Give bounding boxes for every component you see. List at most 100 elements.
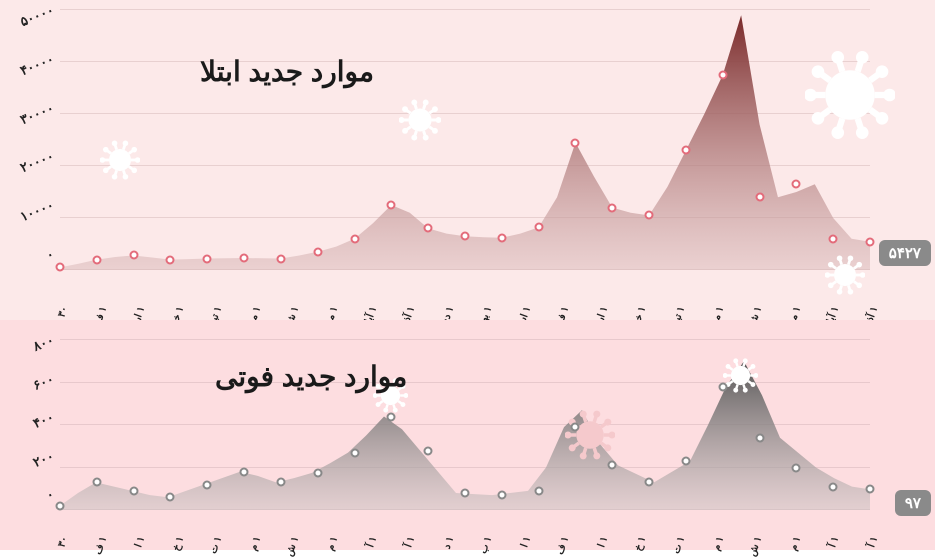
new-deaths-chart: موارد جدید فوتی ۰۲۰۰۴۰۰۶۰۰۸۰۰ ۳۰۱ ف۱ ا۱ … <box>0 320 935 550</box>
x-tick-label: ۱ آبان <box>369 305 379 309</box>
data-marker <box>350 448 359 457</box>
x-tick-label: ۱ اردیبهشت <box>600 305 610 309</box>
data-marker <box>718 382 727 391</box>
data-marker <box>424 446 433 455</box>
x-tick-label: ۱ م <box>253 535 263 539</box>
x-tick-label: ۳۰ <box>60 535 70 539</box>
y-tick-label: ۰ <box>9 246 57 278</box>
data-marker <box>792 180 801 189</box>
data-marker <box>645 211 654 220</box>
x-tick-label: ۱ ف <box>561 535 571 539</box>
x-tick-label: ۱ اردیبهشت <box>137 305 147 309</box>
data-marker <box>350 234 359 243</box>
x-tick-label: ۱ مرداد <box>253 305 263 309</box>
data-marker <box>755 193 764 202</box>
virus-icon <box>565 410 615 460</box>
data-marker <box>203 480 212 489</box>
x-tick-label: ۱ آ <box>369 535 379 539</box>
x-tick-label: ۱ مهر <box>793 305 803 309</box>
data-marker <box>866 485 875 494</box>
y-tick-label: ۴۰۰۰۰ <box>9 51 57 83</box>
data-marker <box>829 234 838 243</box>
x-tick-label: ۱ خ <box>176 535 186 539</box>
data-marker <box>129 486 138 495</box>
x-tick-label: ۱ ت <box>677 535 687 539</box>
plot-area-top <box>60 10 870 270</box>
data-marker <box>313 468 322 477</box>
data-marker <box>718 71 727 80</box>
y-tick-label: ۲۰۰۰۰ <box>9 149 57 181</box>
x-tick-label: ۱ اسفند <box>523 305 533 309</box>
y-tick-label: ۵۰۰۰۰ <box>9 2 57 34</box>
data-marker <box>92 255 101 264</box>
x-tick-label: ۱ تیر <box>214 305 224 309</box>
x-tick-label: ۱ ف <box>99 535 109 539</box>
data-marker <box>608 203 617 212</box>
data-marker <box>755 433 764 442</box>
data-marker <box>608 461 617 470</box>
virus-icon <box>100 140 140 180</box>
data-marker <box>645 478 654 487</box>
x-tick-label: ۱ ا <box>600 535 610 539</box>
x-tick-label: ۱ شهریور <box>291 305 301 309</box>
x-tick-label: ۱ دی <box>446 305 456 309</box>
data-marker <box>681 146 690 155</box>
new-cases-chart: موارد جدید ابتلا ۰ ۱۰۰۰۰ ۲۰۰۰۰ ۳۰۰۰۰ ۴۰۰۰۰ ۵۰… <box>0 0 935 320</box>
x-axis-labels-top: ۳۰ بهمن۱ فروردین۱ اردیبهشت۱ خرداد۱ تیر۱ … <box>60 305 870 316</box>
data-marker <box>92 478 101 487</box>
data-marker <box>129 251 138 260</box>
y-tick-label: ۸۰۰ <box>9 332 57 364</box>
data-marker <box>56 263 65 272</box>
data-marker <box>792 463 801 472</box>
y-tick-label: ۲۰۰ <box>9 448 57 480</box>
data-marker <box>276 478 285 487</box>
x-tick-label: ۱ م <box>330 535 340 539</box>
virus-icon <box>399 99 441 141</box>
data-marker <box>534 223 543 232</box>
y-tick-label: ۰ <box>9 486 57 518</box>
x-tick-label: ۱ ش <box>754 535 764 539</box>
x-tick-label: ۱ آ <box>870 535 880 539</box>
data-marker <box>497 233 506 242</box>
x-tick-label: ۱ بهمن <box>484 305 494 309</box>
x-tick-label: ۱ م <box>793 535 803 539</box>
data-marker <box>313 247 322 256</box>
x-tick-label: ۱ فروردین <box>561 305 571 309</box>
data-marker <box>387 412 396 421</box>
chart-title-cases: موارد جدید ابتلا <box>200 55 374 88</box>
x-tick-label: ۱ آ <box>407 535 417 539</box>
x-tick-label: ۱ آ <box>831 535 841 539</box>
y-tick-label: ۱۰۰۰۰ <box>9 197 57 229</box>
x-tick-label: ۱ د <box>446 535 456 539</box>
data-marker <box>497 491 506 500</box>
x-tick-label: ۱ آذر <box>870 305 880 309</box>
x-tick-label: ۱ ب <box>484 535 494 539</box>
data-marker <box>829 482 838 491</box>
x-tick-label: ۱ مرداد <box>716 305 726 309</box>
current-value-badge-deaths: ۹۷ <box>895 490 931 516</box>
data-marker <box>461 232 470 241</box>
x-tick-label: ۱ شهریور <box>754 305 764 309</box>
x-tick-label: ۱ ش <box>291 535 301 539</box>
data-marker <box>461 489 470 498</box>
virus-icon <box>723 358 758 393</box>
data-marker <box>166 255 175 264</box>
y-axis-labels-top: ۰۱۰۰۰۰۲۰۰۰۰۳۰۰۰۰۴۰۰۰۰۵۰۰۰۰ <box>10 10 55 270</box>
x-axis-labels-bottom: ۳۰ ۱ ف ۱ ا ۱ خ ۱ ت ۱ م ۱ ش ۱ م ۱ آ ۱ آ ۱ د ۱ ب ۱ ا ۱ … <box>60 535 870 546</box>
data-marker <box>203 254 212 263</box>
x-tick-label: ۱ تیر <box>677 305 687 309</box>
x-tick-label: ۱ مهر <box>330 305 340 309</box>
data-marker <box>571 138 580 147</box>
x-tick-label: ۱ ت <box>214 535 224 539</box>
x-tick-label: ۱ خرداد <box>176 305 186 309</box>
chart-title-deaths: موارد جدید فوتی <box>215 360 407 393</box>
virus-icon <box>825 255 865 295</box>
data-marker <box>240 254 249 263</box>
data-marker <box>424 224 433 233</box>
virus-icon <box>805 50 895 140</box>
data-marker <box>866 237 875 246</box>
x-tick-label: ۱ ا <box>137 535 147 539</box>
y-tick-label: ۳۰۰۰۰ <box>9 100 57 132</box>
x-tick-label: ۱ فروردین <box>99 305 109 309</box>
x-tick-label: ۱ خ <box>638 535 648 539</box>
